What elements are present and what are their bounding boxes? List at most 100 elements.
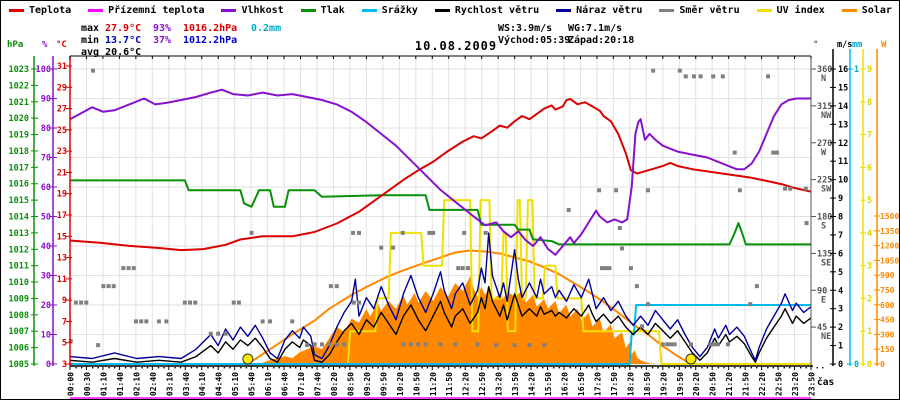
time-label: 06:10 (264, 372, 273, 396)
wind-direction-dot (783, 186, 788, 191)
wind-direction-dot (688, 342, 693, 347)
wind-direction-dot (771, 150, 776, 155)
wind-direction-dot (475, 342, 480, 347)
wind-direction-dot (351, 230, 356, 235)
series-solar-fill (259, 276, 656, 364)
axis-label: 1009 (9, 294, 29, 304)
minor-tick (91, 367, 94, 369)
axis-label: 9 (867, 65, 872, 75)
wind-direction-dot (356, 230, 361, 235)
axis-label: 15 (57, 232, 67, 242)
axis-label: 0 (880, 360, 885, 369)
time-label: 11:20 (429, 372, 438, 396)
minor-tick (789, 367, 791, 369)
minor-tick (355, 367, 357, 369)
series-rychlost (69, 285, 812, 363)
wind-direction-dot (748, 302, 753, 307)
time-label: 00:30 (83, 372, 92, 396)
minor-tick (536, 367, 538, 369)
minor-tick (635, 367, 637, 369)
wind-direction-dot (754, 284, 759, 289)
time-label: 14:20 (528, 372, 537, 396)
axis-label: 29 (57, 83, 67, 93)
time-label: 06:40 (281, 372, 290, 396)
wind-direction-dot (164, 319, 169, 324)
stat-max-label: max (81, 23, 100, 34)
time-label: 09:20 (363, 372, 372, 396)
axis-label: 19 (57, 190, 67, 200)
axis-label: 7 (867, 131, 872, 141)
series-vlhkost (69, 88, 811, 256)
wind-direction-dot (126, 266, 131, 271)
stat-sunrise: Východ:05:39 (498, 35, 571, 46)
wind-direction-dot (804, 221, 809, 226)
axis-label: SW (821, 185, 832, 195)
axis-label: 23 (57, 147, 67, 157)
axis-label: 1021 (9, 98, 29, 108)
minor-tick (607, 367, 610, 369)
wind-direction-dot (677, 68, 682, 73)
wind-direction-dot (715, 342, 720, 347)
time-label: 05:40 (248, 372, 257, 396)
wind-direction-dot (408, 342, 413, 347)
minor-tick (602, 367, 604, 369)
axis-label: 90 (41, 95, 51, 105)
axis-label: 1022 (9, 81, 29, 91)
axis-label: 1 (867, 327, 872, 337)
wind-direction-dot (208, 331, 213, 336)
axis-label: 13 (57, 254, 67, 264)
time-label: 18:20 (626, 372, 635, 396)
minor-tick (311, 367, 313, 369)
axis-label: 15 (838, 83, 848, 93)
wind-direction-dot (328, 284, 333, 289)
time-label: 01:40 (116, 372, 125, 396)
axis-label: °C (56, 40, 67, 50)
wind-direction-dot (803, 186, 808, 191)
legend-item-solar: Solar (841, 5, 892, 16)
legend-item-vlhkost: Vlhkost (221, 5, 284, 16)
axis-label: hPa (7, 40, 23, 50)
axis-label: mm (852, 40, 862, 50)
axis-label: 14 (838, 102, 848, 112)
wind-direction-dot (90, 68, 95, 73)
wind-direction-dot (312, 342, 317, 347)
wind-direction-dot (737, 188, 742, 193)
axis-label: 270 (817, 139, 832, 149)
minor-tick (262, 367, 264, 369)
time-label: 07:40 (314, 372, 323, 396)
minor-tick (113, 367, 116, 369)
axis-label: 1017 (9, 163, 29, 173)
wind-direction-dot (401, 342, 406, 347)
wind-direction-dot (121, 266, 126, 271)
wind-direction-dot (691, 74, 696, 79)
minor-tick (207, 367, 209, 369)
axis-label: 1006 (9, 344, 29, 354)
stat-max-temp: 27.9°C (105, 23, 142, 34)
axis-label: 1016 (9, 180, 29, 190)
minor-tick (371, 367, 374, 369)
time-label: 23:20 (791, 372, 800, 396)
axis-label: 1010 (9, 278, 29, 288)
minor-tick (574, 367, 577, 369)
wind-direction-dot (223, 331, 228, 336)
minor-tick (404, 367, 407, 369)
minor-tick (618, 367, 621, 369)
axis-label: 6 (867, 163, 872, 173)
wind-direction-dot (456, 266, 461, 271)
wind-direction-dot (334, 342, 339, 347)
axis-label: 1023 (9, 65, 29, 75)
axis-label: 1007 (9, 327, 29, 337)
axis-label: 0 (838, 360, 843, 370)
minor-tick (558, 367, 560, 369)
wind-direction-dot (607, 266, 612, 271)
minor-tick (509, 367, 511, 369)
minor-tick (256, 367, 259, 369)
legend-swatch-teplota (9, 9, 24, 12)
minor-tick (229, 367, 231, 369)
axis-label: 25 (57, 126, 67, 136)
legend-item-srazky: Srážky (361, 5, 418, 16)
wind-direction-dot (427, 230, 432, 235)
legend-swatch-prizemni-teplota (88, 9, 104, 12)
time-label: 23:50 (808, 372, 817, 396)
axis-label: 1014 (9, 213, 29, 223)
